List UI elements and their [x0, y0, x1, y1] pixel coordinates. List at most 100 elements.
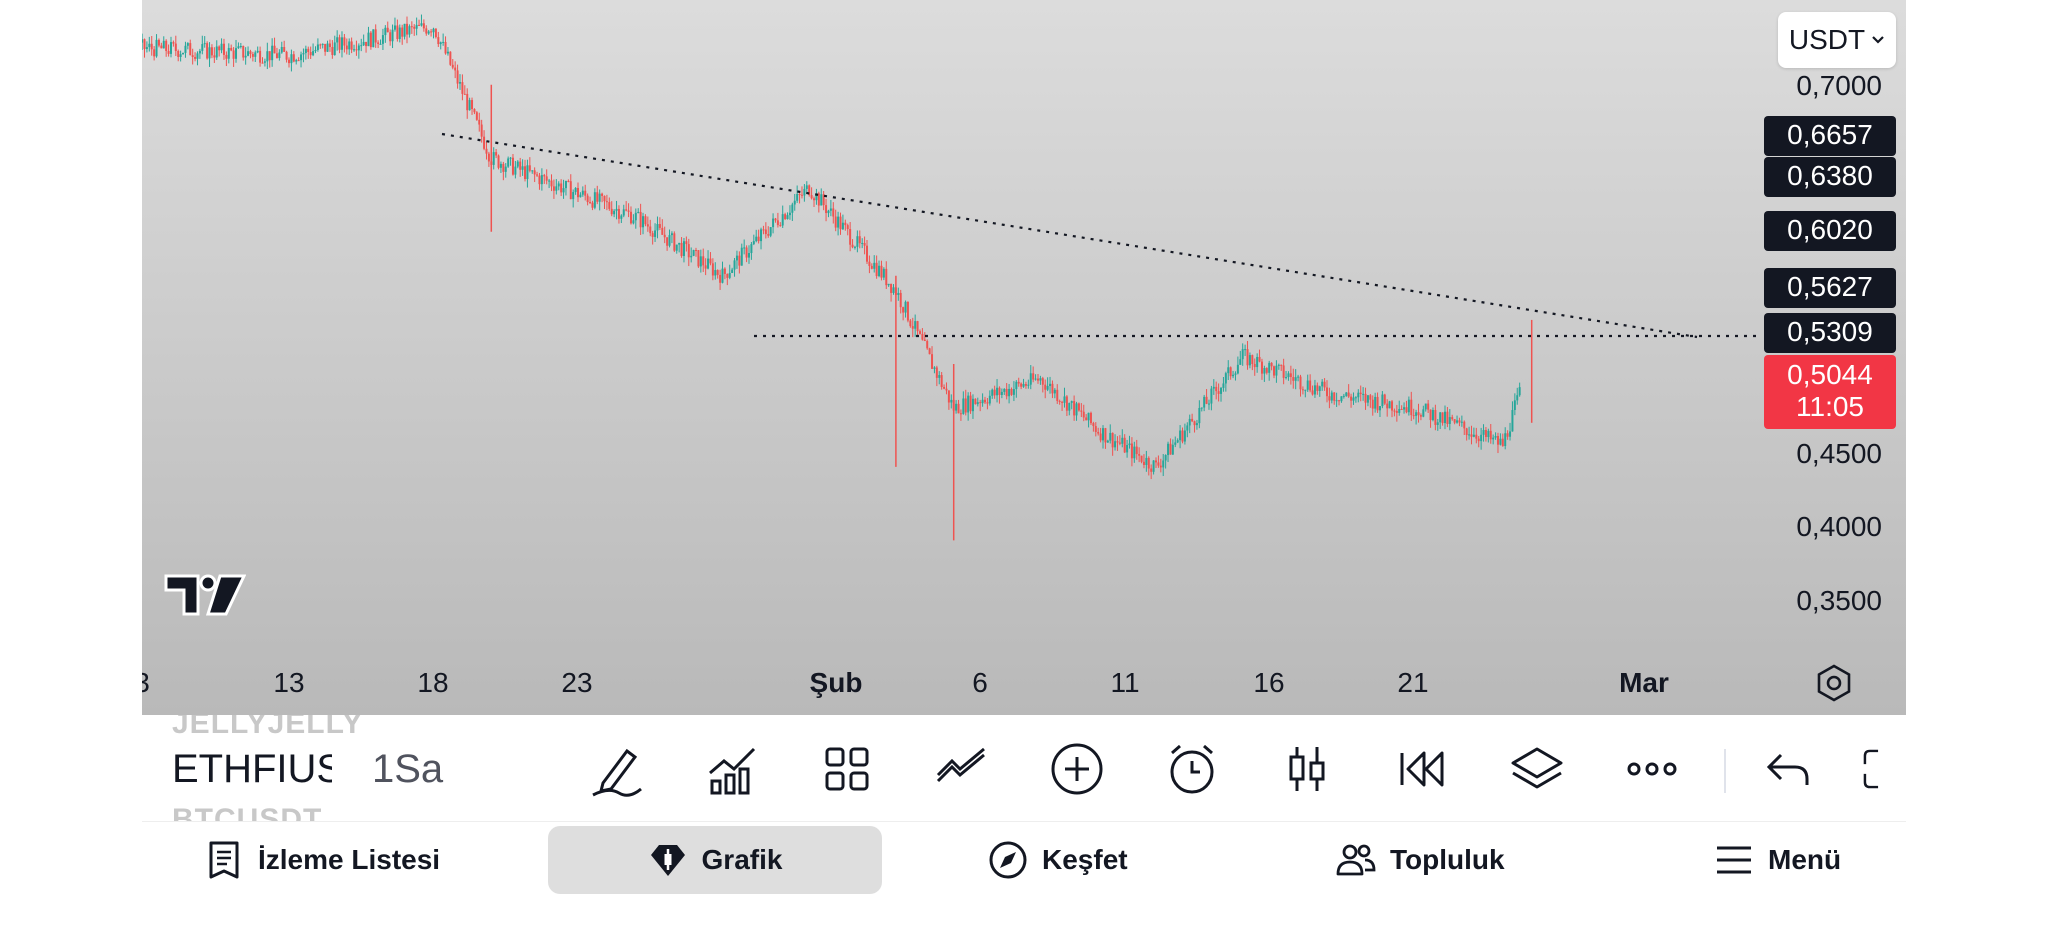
candle-body: [560, 183, 563, 193]
candle-body: [1357, 392, 1360, 398]
candle-body: [1511, 410, 1514, 432]
candle-body: [232, 50, 235, 59]
candle-body: [1056, 389, 1059, 401]
symbol-ghost-next: BTCUSDT: [172, 803, 323, 821]
candle-body: [516, 161, 519, 167]
candle-body: [1350, 396, 1353, 401]
candle-body: [880, 265, 883, 278]
settings-icon[interactable]: [1814, 663, 1854, 703]
nav-chart[interactable]: Grafik: [548, 826, 882, 894]
candle-body: [1260, 361, 1263, 374]
candle-body: [302, 53, 305, 55]
candle-body: [1287, 373, 1290, 378]
candle-body: [449, 51, 452, 65]
candle-body: [1446, 411, 1449, 424]
candle-body: [521, 166, 524, 170]
chart-area[interactable]: USDT 0,7000 0,4500 0,4000 0,3500 0,6657 …: [142, 0, 1906, 715]
candle-body: [1034, 378, 1037, 380]
candle-body: [444, 41, 447, 54]
indicators-button[interactable]: [702, 739, 762, 799]
candle-body: [892, 287, 895, 293]
candle-body: [555, 186, 558, 191]
candle-body: [601, 193, 604, 196]
alert-button[interactable]: [1162, 739, 1222, 799]
drawing-tools-button[interactable]: [587, 739, 647, 799]
candle-body: [586, 195, 589, 203]
candle-body: [1496, 436, 1499, 445]
candle-body: [786, 215, 789, 220]
candle-body: [256, 50, 259, 53]
candle-body: [1369, 395, 1372, 400]
currency-selector[interactable]: USDT: [1778, 12, 1896, 68]
candle-body: [593, 192, 596, 208]
candle-body: [507, 158, 510, 167]
candle-body: [661, 227, 664, 235]
chart-type-button[interactable]: [1277, 739, 1337, 799]
candle-body: [172, 42, 175, 44]
trendline[interactable]: [441, 132, 1698, 339]
current-price-tag: 0,5044 11:05: [1764, 355, 1896, 429]
candle-body: [406, 23, 409, 35]
candle-body: [1458, 420, 1461, 423]
candle-body: [950, 399, 953, 403]
candle-body: [899, 292, 902, 308]
candle-body: [904, 301, 907, 313]
fullscreen-button[interactable]: [1860, 739, 1906, 799]
candle-body: [280, 47, 283, 53]
candle-body: [1097, 431, 1100, 434]
candle-body: [1210, 388, 1213, 404]
trendlines-button[interactable]: [932, 739, 992, 799]
candle-body: [685, 241, 688, 245]
candle-body: [550, 180, 553, 187]
candle-body: [340, 37, 343, 50]
candle-body: [545, 176, 548, 181]
fullscreen-icon: [1863, 749, 1879, 789]
candle-body: [473, 109, 476, 113]
candle-body: [1484, 429, 1487, 437]
candle-body: [1094, 426, 1097, 432]
candlestick-chart[interactable]: [142, 0, 1906, 715]
candle-body: [492, 152, 495, 165]
candle-body: [1073, 401, 1076, 416]
candle-body: [822, 194, 825, 206]
candle-body: [1142, 461, 1145, 465]
undo-button[interactable]: [1759, 739, 1819, 799]
nav-explore[interactable]: Keşfet: [988, 826, 1128, 894]
candle-body: [427, 31, 430, 34]
candle-body: [203, 43, 206, 45]
interval-selector[interactable]: 1Sa: [372, 747, 444, 791]
candle-body: [182, 52, 185, 55]
candle-body: [483, 136, 486, 149]
candle-body: [454, 67, 457, 71]
more-button[interactable]: [1622, 739, 1682, 799]
candle-body: [350, 41, 353, 50]
candle-body: [497, 155, 500, 168]
candle-body: [271, 45, 274, 61]
candle-body: [991, 389, 994, 396]
candle-body: [434, 28, 437, 38]
candle-body: [1429, 409, 1432, 421]
candle-body: [747, 253, 750, 258]
candle-body: [1171, 444, 1174, 455]
candle-body: [259, 50, 262, 63]
layouts-button[interactable]: [817, 739, 877, 799]
candle-body: [437, 37, 440, 45]
candle-body: [1482, 429, 1485, 435]
layers-button[interactable]: [1507, 739, 1567, 799]
nav-community[interactable]: Topluluk: [1336, 826, 1505, 894]
candle-body: [162, 40, 165, 49]
nav-menu[interactable]: Menü: [1714, 826, 1841, 894]
candle-body: [810, 195, 813, 199]
candle-body: [890, 283, 893, 293]
candle-body: [851, 244, 854, 248]
candle-body: [1359, 392, 1362, 394]
candle-body: [834, 216, 837, 228]
candle-body: [1487, 430, 1490, 437]
add-button[interactable]: [1047, 739, 1107, 799]
symbol-name[interactable]: ETHFIUSDT: [172, 747, 332, 791]
replay-button[interactable]: [1392, 739, 1452, 799]
candle-body: [976, 402, 979, 405]
nav-watchlist[interactable]: İzleme Listesi: [204, 826, 440, 894]
candle-body: [714, 270, 717, 276]
